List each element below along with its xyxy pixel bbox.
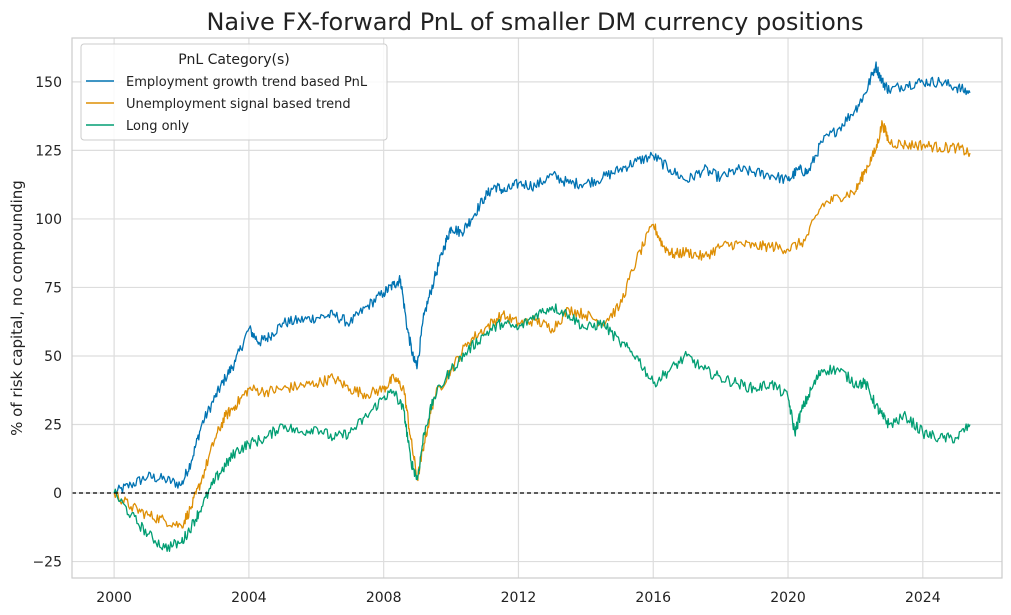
legend: PnL Category(s) Employment growth trend … xyxy=(80,43,388,141)
axes-layer: 2000 2004 2008 2012 2016 2020 2024 −25 0 25 50 75 10… xyxy=(32,37,1003,606)
y-tick-label: 50 xyxy=(44,349,62,365)
x-tick-label: 2012 xyxy=(501,590,537,606)
x-tick-label: 2024 xyxy=(905,590,941,606)
plot-frame xyxy=(71,37,1003,579)
y-tick-label: 150 xyxy=(35,75,62,91)
x-tick-label: 2020 xyxy=(770,590,806,606)
y-tick-label: −25 xyxy=(32,555,62,571)
series-line-2 xyxy=(113,303,971,552)
x-tick-label: 2004 xyxy=(231,590,267,606)
y-tick-label: 25 xyxy=(44,417,62,433)
legend-label-unemployment: Unemployment signal based trend xyxy=(126,97,351,112)
y-tick-label: 125 xyxy=(35,143,62,159)
legend-box xyxy=(80,43,388,141)
x-tick-label: 2000 xyxy=(96,590,132,606)
legend-title: PnL Category(s) xyxy=(178,52,290,68)
series-line-0 xyxy=(113,61,971,495)
chart-title: Naive FX-forward PnL of smaller DM curre… xyxy=(206,8,863,36)
series-line-1 xyxy=(113,120,971,529)
legend-label-long-only: Long only xyxy=(126,119,189,134)
y-axis-label: % of risk capital, no compounding xyxy=(8,180,26,436)
series-layer xyxy=(113,61,971,552)
legend-label-employment: Employment growth trend based PnL xyxy=(126,75,368,90)
x-tick-label: 2008 xyxy=(366,590,402,606)
y-tick-label: 75 xyxy=(44,280,62,296)
x-tick-label: 2016 xyxy=(635,590,671,606)
y-tick-label: 0 xyxy=(53,486,62,502)
y-tick-label: 100 xyxy=(35,212,62,228)
